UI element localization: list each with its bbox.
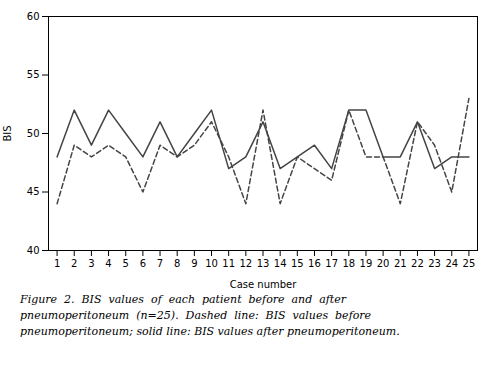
svg-text:20: 20	[377, 258, 390, 269]
svg-text:17: 17	[325, 258, 338, 269]
svg-text:18: 18	[342, 258, 355, 269]
svg-text:14: 14	[274, 258, 287, 269]
svg-text:4: 4	[105, 258, 111, 269]
svg-text:Case number: Case number	[230, 279, 298, 290]
svg-text:19: 19	[360, 258, 373, 269]
svg-text:55: 55	[27, 69, 40, 80]
svg-text:7: 7	[157, 258, 163, 269]
svg-text:16: 16	[308, 258, 321, 269]
svg-text:10: 10	[205, 258, 218, 269]
svg-text:15: 15	[291, 258, 304, 269]
svg-text:6: 6	[140, 258, 146, 269]
svg-text:45: 45	[27, 186, 40, 197]
svg-text:25: 25	[463, 258, 476, 269]
svg-text:3: 3	[88, 258, 94, 269]
svg-text:1: 1	[54, 258, 60, 269]
svg-text:24: 24	[445, 258, 458, 269]
svg-text:BIS: BIS	[2, 125, 13, 141]
svg-text:60: 60	[27, 11, 40, 22]
svg-text:5: 5	[123, 258, 129, 269]
svg-text:12: 12	[239, 258, 252, 269]
svg-text:8: 8	[174, 258, 180, 269]
svg-text:23: 23	[428, 258, 441, 269]
svg-text:9: 9	[191, 258, 197, 269]
svg-text:50: 50	[27, 128, 40, 139]
svg-text:2: 2	[71, 258, 77, 269]
svg-text:11: 11	[222, 258, 235, 269]
svg-text:40: 40	[27, 245, 40, 256]
svg-text:13: 13	[257, 258, 270, 269]
svg-text:21: 21	[394, 258, 407, 269]
html-text:Figure 2. BIS values of each p: Figure 2. BIS values of each patient bef…	[20, 293, 400, 338]
svg-text:22: 22	[411, 258, 424, 269]
